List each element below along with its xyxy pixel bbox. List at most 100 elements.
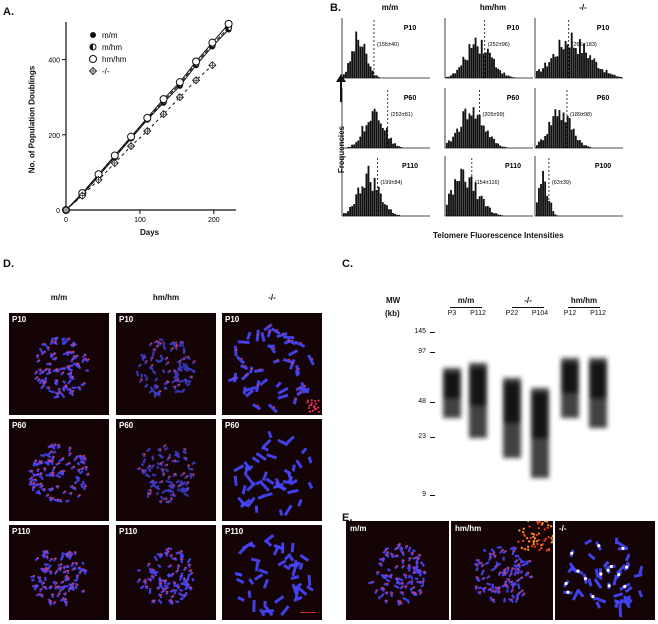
telomere-signal [179,484,181,487]
histogram-bar [486,130,489,148]
interphase-nucleus-signal [527,521,530,523]
fusion-signal [625,565,629,569]
chromosome [233,464,245,473]
telomere-signal [53,466,56,469]
telomere-signal [182,472,185,475]
chromosome [52,580,57,584]
telomere-signal [401,581,404,584]
gel-marker-label: 23 [418,433,426,440]
chromosome [175,583,180,588]
telomere-signal [169,475,171,478]
histogram-bar [491,212,493,216]
chromosome [278,509,284,516]
histogram-bar [466,60,469,78]
telomere-signal [38,592,41,595]
interphase-nucleus-signal [523,547,526,551]
histogram-bar [367,165,370,216]
histogram-bar [363,43,366,78]
telomere-signal [288,358,290,361]
chromosome [41,476,44,480]
histogram-stat: (252±96) [488,42,510,48]
chromosome [492,554,497,559]
chromosome [377,561,383,568]
chromosome [191,577,195,582]
interphase-nucleus-signal [533,539,536,542]
chromosome [79,456,84,462]
histogram-bar [579,39,581,78]
telomere-signal [245,374,248,377]
telomere-signal [167,500,170,503]
histogram-bar [556,56,559,78]
chromosome [80,483,84,489]
telomere-signal [70,371,73,374]
metaphase-image: P60 [222,419,322,521]
histogram-bar [458,131,461,148]
histogram-bar [607,73,610,78]
chromosome [167,547,173,551]
histogram-bar [540,71,542,78]
histogram-bar [505,147,508,148]
chromosome [288,358,296,370]
histogram: P100 (63±39) [534,156,623,217]
chromosome [80,383,85,387]
telomere-signal [402,551,405,554]
chromosome [240,371,250,381]
telomere-signal [501,549,504,552]
histogram-bar [585,52,587,78]
chromosome [262,471,268,481]
telomere-signal [504,550,507,552]
histogram-bar [464,108,467,148]
chromosome [385,578,391,583]
telomere-signal [377,571,380,573]
telomere-signal [240,357,243,360]
chromosome [171,557,178,561]
histogram-bar [572,47,575,78]
histogram-bar [609,73,612,78]
fusion-signal [617,572,621,577]
histogram-bar [505,75,508,78]
histogram-bar [351,144,354,148]
telomere-signal [190,375,193,378]
histogram-passage: P60 [404,95,417,102]
histogram-bar [365,125,368,148]
chromosome [151,481,158,484]
chromosome [162,343,167,351]
chromosome [482,548,487,553]
telomere-signal [82,467,85,469]
chromosome [155,344,159,349]
chromosome [420,580,425,585]
interphase-nucleus-signal [532,543,535,546]
telomere-signal [396,565,399,568]
mw-label: MW [386,296,401,305]
chromosome [263,534,275,544]
telomere-signal [52,473,54,476]
histogram-bar [605,69,608,78]
chromosome [153,555,159,562]
chromosome [420,583,425,588]
metaphase-image: P10 [116,313,216,415]
telomere-signal [180,550,183,553]
panel-e-label: hm/hm [455,524,482,533]
chromosome [45,345,50,352]
histogram-bar [373,177,376,216]
telomere-signal [167,361,170,364]
histogram-bar [462,56,465,78]
histogram-bar [507,75,510,78]
histogram-bar [566,115,569,148]
histogram-bar [379,193,382,216]
chromosome [160,467,165,474]
histogram-bar [347,147,349,148]
telomere-signal [385,599,388,602]
histogram-bar [468,113,471,148]
telomere-signal [160,342,162,345]
chromosome [260,481,270,492]
telomere-signal [177,551,180,554]
interphase-nucleus-signal [527,540,531,543]
chromosome [81,353,87,359]
chromosome [241,541,254,550]
telomere-signal [151,364,154,367]
chromosome [254,379,261,393]
chromosome [496,546,502,549]
histogram-bar [377,186,380,216]
chromosome [274,477,281,485]
